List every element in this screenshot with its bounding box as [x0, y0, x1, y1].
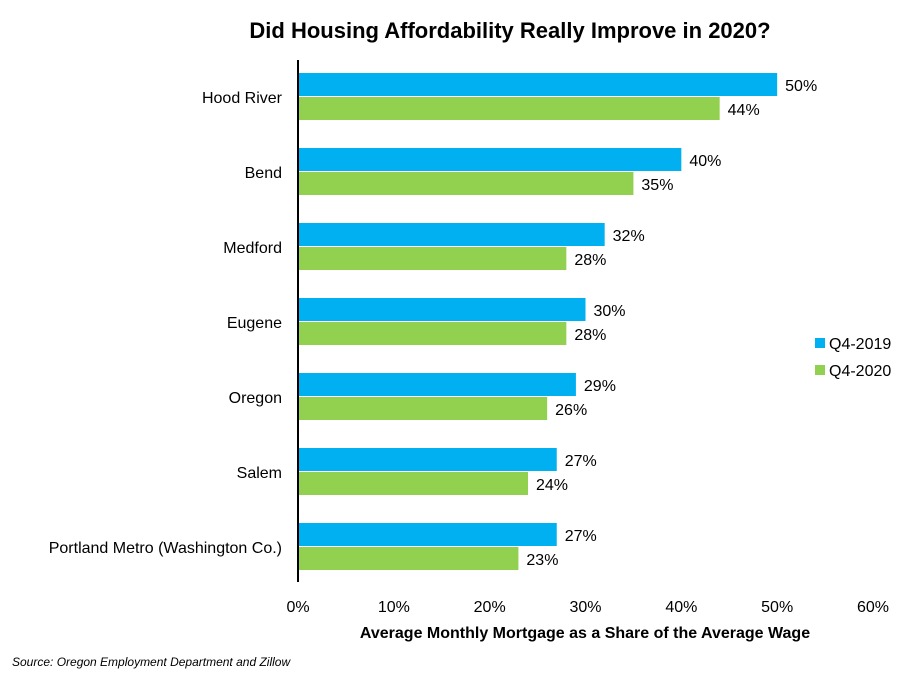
category-label: Portland Metro (Washington Co.) [49, 540, 282, 557]
legend-label: Q4-2020 [829, 363, 891, 380]
bar-q4-2020 [298, 322, 567, 345]
value-label: 23% [526, 552, 558, 569]
x-tick-label: 40% [665, 599, 697, 616]
x-tick-label: 10% [378, 599, 410, 616]
bar-q4-2020 [298, 172, 634, 195]
bar-q4-2019 [298, 448, 557, 471]
category-label: Oregon [229, 390, 282, 407]
value-labels: 50% 44% 40% 35% 32% 28% 30% 28% 29% 26% 27% 24% 27% 2… [526, 78, 817, 569]
bar-q4-2019 [298, 148, 682, 171]
value-label: 26% [555, 402, 587, 419]
value-label: 30% [594, 303, 626, 320]
bar-q4-2020 [298, 472, 528, 495]
x-tick-label: 30% [569, 599, 601, 616]
category-label: Medford [223, 240, 282, 257]
bar-q4-2020 [298, 547, 519, 570]
value-label: 29% [584, 378, 616, 395]
bar-q4-2020 [298, 97, 720, 120]
category-label: Bend [245, 165, 282, 182]
bar-q4-2020 [298, 397, 548, 420]
value-label: 27% [565, 528, 597, 545]
value-label: 27% [565, 453, 597, 470]
x-tick-label: 50% [761, 599, 793, 616]
x-axis-label: Average Monthly Mortgage as a Share of t… [360, 625, 810, 642]
value-label: 32% [613, 228, 645, 245]
x-tick-label: 20% [474, 599, 506, 616]
value-label: 35% [641, 177, 673, 194]
bar-q4-2019 [298, 298, 586, 321]
legend: Q4-2019 Q4-2020 [815, 336, 891, 380]
category-labels: Hood River Bend Medford Eugene Oregon Salem Po… [49, 90, 283, 557]
x-tick-label: 60% [857, 599, 889, 616]
bar-q4-2019 [298, 523, 557, 546]
bar-q4-2019 [298, 373, 576, 396]
legend-label: Q4-2019 [829, 336, 891, 353]
source-note: Source: Oregon Employment Department and… [12, 655, 291, 669]
category-label: Salem [237, 465, 282, 482]
legend-swatch [815, 365, 825, 375]
chart-title: Did Housing Affordability Really Improve… [249, 18, 770, 43]
legend-swatch [815, 338, 825, 348]
x-tick-labels: 0% 10% 20% 30% 40% 50% 60% [286, 599, 889, 616]
category-label: Eugene [227, 315, 282, 332]
value-label: 40% [689, 153, 721, 170]
bars-group [298, 73, 778, 570]
value-label: 44% [728, 102, 760, 119]
bar-q4-2019 [298, 223, 605, 246]
value-label: 28% [574, 252, 606, 269]
category-label: Hood River [202, 90, 283, 107]
value-label: 50% [785, 78, 817, 95]
x-tick-label: 0% [286, 599, 309, 616]
bar-q4-2019 [298, 73, 778, 96]
value-label: 24% [536, 477, 568, 494]
bar-q4-2020 [298, 247, 567, 270]
value-label: 28% [574, 327, 606, 344]
